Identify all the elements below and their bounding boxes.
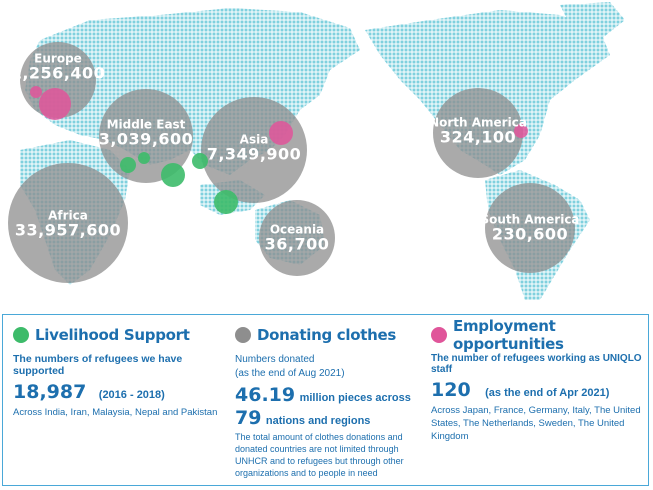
livelihood-number: 18,987 — [13, 381, 87, 403]
label-middle-east: Middle East 3,039,600 — [99, 118, 194, 147]
region-name: Europe — [34, 51, 82, 66]
region-value: 230,600 — [491, 223, 569, 243]
employment-number: 120 — [431, 379, 471, 401]
region-name: Asia — [239, 132, 269, 147]
bubble-oceania — [259, 200, 335, 276]
region-value: 33,957,600 — [14, 219, 122, 239]
donating-subtitle: Numbers donated (as the end of Aug 2021) — [235, 353, 420, 380]
label-oceania: Oceania 36,700 — [265, 223, 330, 252]
bubble-africa — [8, 163, 128, 283]
donating-header: Donating clothes — [235, 325, 420, 345]
employment-stat: 120 (as the end of Apr 2021) — [431, 379, 646, 401]
donating-nations: 79 nations and regions — [235, 407, 420, 429]
label-south-america: South America 230,600 — [480, 213, 579, 242]
green-dot-icon — [13, 327, 29, 343]
label-africa: Africa 33,957,600 — [15, 209, 121, 238]
donating-pieces: 46.19 million pieces across — [235, 384, 420, 406]
employment-section: Employment opportunities The number of r… — [431, 317, 646, 443]
employment-markers — [30, 86, 528, 145]
livelihood-title: Livelihood Support — [35, 326, 190, 344]
region-value: 324,100 — [439, 126, 517, 146]
livelihood-header: Livelihood Support — [13, 325, 228, 345]
employment-title: Employment opportunities — [453, 317, 564, 353]
nations-number: 79 — [235, 407, 262, 429]
employment-countries: Across Japan, France, Germany, Italy, Th… — [431, 405, 641, 442]
livelihood-countries: Across India, Iran, Malaysia, Nepal and … — [13, 407, 218, 418]
grey-dot-icon — [235, 327, 251, 343]
pieces-number: 46.19 — [235, 384, 296, 406]
bubble-south-america — [485, 183, 575, 273]
donating-title: Donating clothes — [257, 326, 396, 344]
region-name: Middle East — [106, 117, 186, 132]
label-asia: Asia 7,349,900 — [207, 133, 302, 162]
bubble-north-america — [433, 88, 523, 178]
region-name: North America — [429, 115, 527, 130]
livelihood-stat: 18,987 (2016 - 2018) — [13, 381, 228, 403]
pink-dot-icon — [431, 327, 447, 343]
region-value: 1,256,400 — [10, 62, 106, 82]
donating-label: Numbers donated — [235, 354, 315, 365]
livelihood-section: Livelihood Support The numbers of refuge… — [13, 325, 228, 420]
world-map — [8, 2, 625, 300]
livelihood-subtitle: The numbers of refugees we have supporte… — [13, 353, 183, 377]
region-value: 36,700 — [264, 233, 330, 253]
legend-panel: Livelihood Support The numbers of refuge… — [2, 314, 649, 486]
livelihood-markers — [120, 152, 238, 214]
pieces-text: million pieces across — [299, 392, 411, 404]
employment-subtitle: The number of refugees working as UNIQLO… — [431, 353, 642, 375]
region-value: 3,039,600 — [98, 128, 194, 148]
donating-asof: (as the end of Aug 2021) — [235, 367, 345, 379]
donating-section: Donating clothes Numbers donated (as the… — [235, 325, 420, 480]
bubble-europe — [20, 42, 96, 118]
employment-header: Employment opportunities — [431, 317, 646, 353]
region-value: 7,349,900 — [206, 143, 302, 163]
label-north-america: North America 324,100 — [429, 116, 527, 145]
region-name: South America — [480, 212, 580, 227]
region-name: Africa — [48, 208, 88, 223]
label-europe: Europe 1,256,400 — [11, 52, 106, 81]
livelihood-period: (2016 - 2018) — [98, 389, 165, 401]
region-name: Oceania — [269, 222, 325, 237]
donating-note: The total amount of clothes donations an… — [235, 432, 404, 479]
nations-text: nations and regions — [265, 415, 371, 427]
employment-asof: (as the end of Apr 2021) — [485, 387, 610, 399]
